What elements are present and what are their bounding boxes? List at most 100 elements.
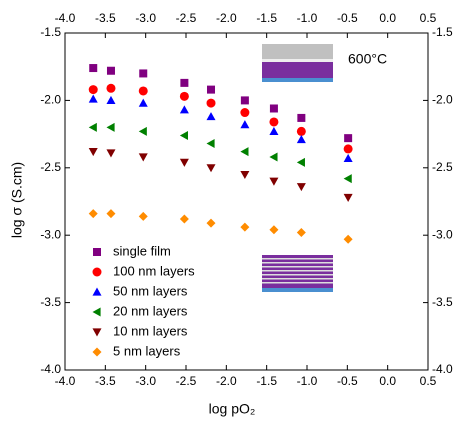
point	[297, 113, 306, 122]
y-tick-label: -3.5	[40, 295, 61, 309]
layer-inset-bottom	[262, 255, 333, 292]
annotation: 600°C	[348, 51, 387, 67]
layer-inset-top	[262, 44, 333, 82]
x-tick-label-top: -0.5	[337, 11, 358, 25]
x-tick-label-top: -3.5	[95, 11, 116, 25]
point	[179, 158, 189, 167]
point	[206, 218, 216, 228]
point	[296, 126, 306, 136]
point	[106, 209, 116, 219]
point	[269, 152, 278, 162]
y-axis-title: log σ (S.cm)	[9, 162, 25, 238]
point	[138, 153, 148, 162]
point	[206, 112, 216, 121]
x-tick-label-top: -3.0	[135, 11, 156, 25]
legend-label: 100 nm layers	[113, 263, 195, 278]
point	[296, 134, 306, 144]
point	[206, 98, 216, 108]
x-tick-label-top: -1.0	[297, 11, 318, 25]
y-tick-label: -4.0	[40, 362, 61, 376]
legend-marker	[92, 307, 101, 317]
legend-marker	[92, 287, 102, 296]
legend-label: single film	[113, 243, 171, 258]
x-tick-label: -4.0	[55, 374, 76, 388]
point	[206, 139, 215, 149]
point	[269, 126, 279, 136]
point	[179, 214, 189, 224]
y-tick-label: -2.5	[40, 160, 61, 174]
point	[269, 225, 279, 235]
x-tick-label-top: -4.0	[55, 11, 76, 25]
point	[240, 108, 250, 118]
legend-label: 5 nm layers	[113, 343, 181, 358]
point	[343, 193, 353, 202]
point	[106, 66, 115, 75]
point	[179, 91, 189, 101]
y-tick-label: -3.0	[40, 227, 61, 241]
x-tick-label: 0.0	[379, 374, 396, 388]
legend-label: 50 nm layers	[113, 283, 188, 298]
point	[240, 222, 250, 232]
point	[343, 144, 353, 154]
legend-marker	[92, 267, 102, 277]
point	[88, 148, 98, 157]
y-tick-label-right: -3.5	[432, 295, 453, 309]
point	[269, 117, 279, 127]
point	[88, 85, 98, 95]
point	[106, 95, 116, 104]
point	[269, 104, 278, 113]
y-tick-label: -2.0	[40, 93, 61, 107]
x-tick-label: -1.0	[297, 374, 318, 388]
point	[296, 228, 306, 238]
point	[88, 209, 98, 219]
point	[106, 83, 116, 93]
x-tick-label: -3.5	[95, 374, 116, 388]
point	[343, 153, 353, 162]
point	[296, 157, 305, 167]
x-tick-label: 0.5	[420, 374, 437, 388]
point	[207, 85, 216, 94]
point	[89, 64, 98, 73]
x-tick-label-top: -2.0	[216, 11, 237, 25]
legend-label: 10 nm layers	[113, 323, 188, 338]
x-tick-label-top: -2.5	[176, 11, 197, 25]
point	[180, 78, 189, 87]
y-tick-label-right: -1.5	[432, 25, 453, 39]
point	[179, 105, 189, 114]
x-tick-label-top: 0.0	[379, 11, 396, 25]
x-tick-label-top: -1.5	[256, 11, 277, 25]
point	[343, 174, 352, 184]
point	[344, 134, 353, 143]
y-tick-label-right: -2.5	[432, 160, 453, 174]
point	[138, 86, 148, 96]
point	[240, 96, 249, 105]
legend-label: 20 nm layers	[113, 303, 188, 318]
legend-marker	[92, 347, 102, 357]
x-tick-label: -2.0	[216, 374, 237, 388]
point	[296, 183, 306, 192]
y-tick-label: -1.5	[40, 25, 61, 39]
point	[240, 120, 250, 129]
x-tick-label: -3.0	[135, 374, 156, 388]
point	[138, 126, 147, 136]
point	[106, 122, 115, 132]
x-tick-label: -1.5	[256, 374, 277, 388]
plot-frame	[64, 32, 429, 371]
legend-marker	[92, 328, 102, 337]
y-tick-label-right: -3.0	[432, 227, 453, 241]
x-tick-label-top: 0.5	[420, 11, 437, 25]
point	[138, 98, 148, 107]
point	[206, 164, 216, 173]
y-tick-label-right: -2.0	[432, 93, 453, 107]
y-tick-label-right: -4.0	[432, 362, 453, 376]
point	[343, 234, 353, 244]
point	[88, 94, 98, 103]
point	[139, 69, 148, 78]
legend-marker	[93, 248, 101, 256]
x-tick-label: -2.5	[176, 374, 197, 388]
point	[179, 130, 188, 140]
point	[88, 122, 97, 132]
point	[106, 149, 116, 158]
point	[240, 170, 250, 180]
